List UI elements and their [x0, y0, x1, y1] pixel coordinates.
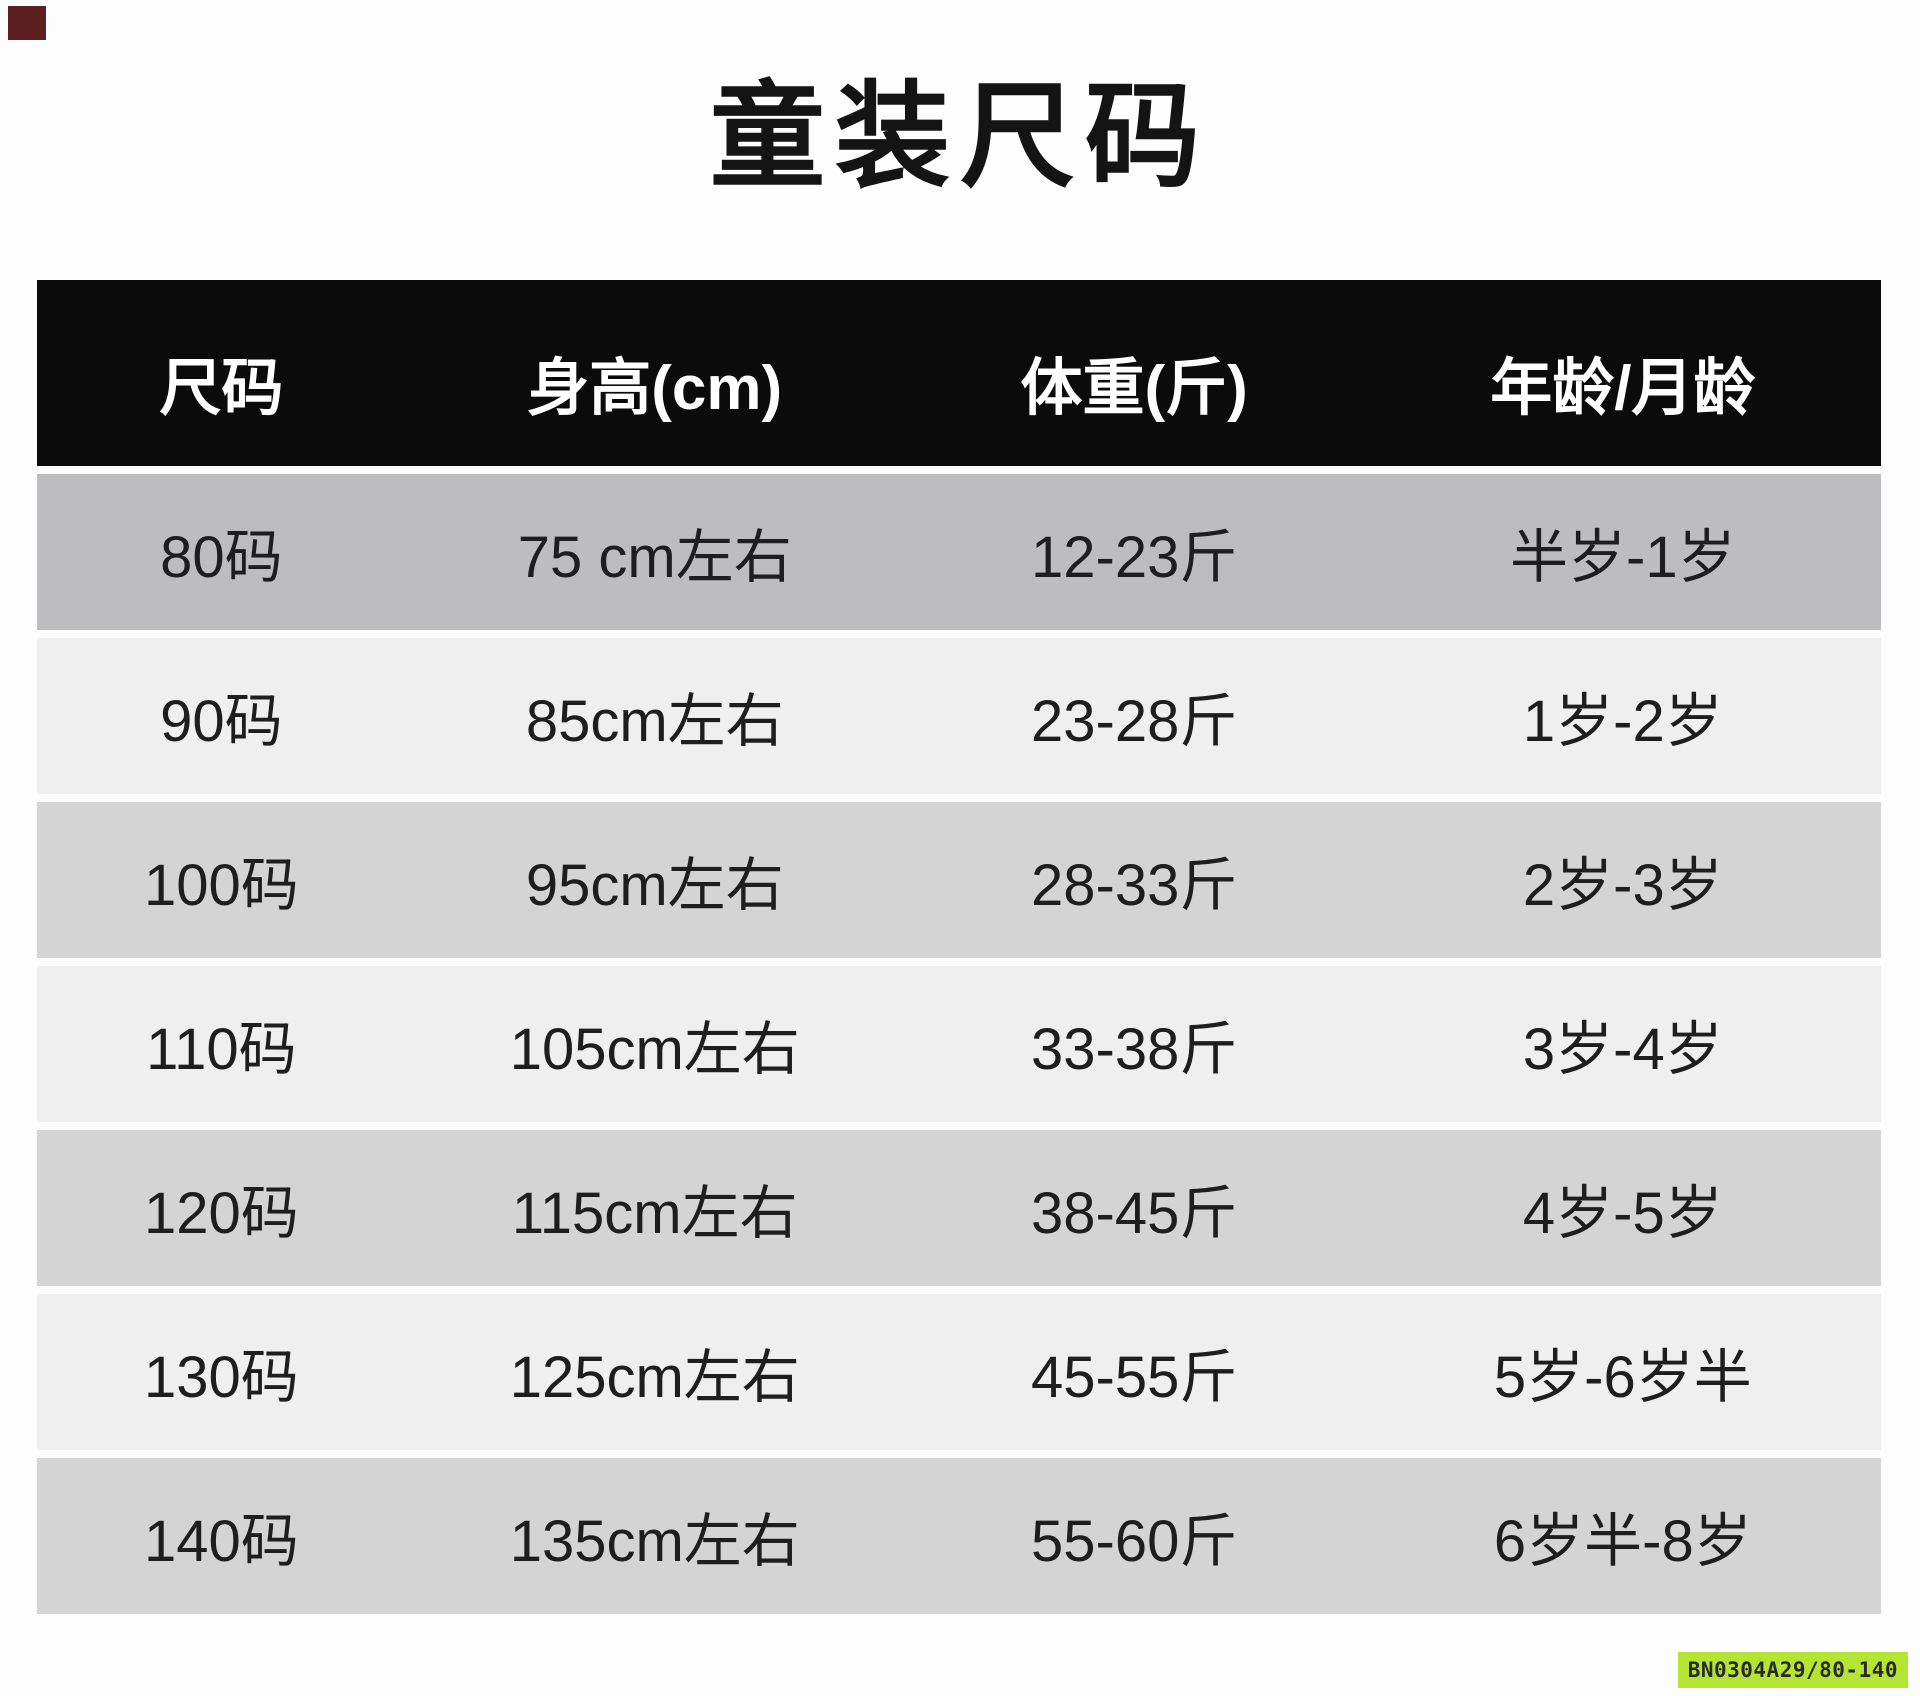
cell-age: 5岁-6岁半: [1493, 1345, 1752, 1410]
cell-age: 1岁-2岁: [1522, 689, 1723, 754]
cell-weight: 23-28斤: [1031, 689, 1238, 754]
table-row: 90码 85cm左右 23-28斤 1岁-2岁: [37, 638, 1881, 794]
cell-height: 135cm左右: [509, 1509, 800, 1574]
table-row: 100码 95cm左右 28-33斤 2岁-3岁: [37, 802, 1881, 958]
table-body: 80码 75 cm左右 12-23斤 半岁-1岁 90码 85cm左右 23-28斤 1岁-2…: [37, 474, 1881, 1614]
cell-weight: 28-33斤: [1031, 853, 1238, 918]
cell-age: 半岁-1岁: [1510, 525, 1736, 590]
cell-size: 90码: [160, 689, 283, 754]
table-row: 120码 115cm左右 38-45斤 4岁-5岁: [37, 1130, 1881, 1286]
product-code-badge: BN0304A29/80-140: [1677, 1652, 1908, 1688]
cell-size: 110码: [146, 1017, 297, 1082]
cell-size: 140码: [144, 1509, 299, 1574]
cell-age: 6岁半-8岁: [1493, 1509, 1752, 1574]
size-chart-table: 尺码 身高(cm) 体重(斤) 年龄/月龄 80码 75 cm左右 12-23斤 半岁…: [37, 280, 1881, 1614]
cell-size: 100码: [144, 853, 299, 918]
table-row: 140码 135cm左右 55-60斤 6岁半-8岁: [37, 1458, 1881, 1614]
cell-height: 95cm左右: [525, 853, 784, 918]
cell-size: 120码: [144, 1181, 299, 1246]
table-row: 130码 125cm左右 45-55斤 5岁-6岁半: [37, 1294, 1881, 1450]
cell-weight: 33-38斤: [1031, 1017, 1238, 1082]
header-cell-height: 身高(cm): [527, 354, 783, 423]
cell-weight: 12-23斤: [1031, 525, 1238, 590]
header-cell-weight: 体重(斤): [1020, 354, 1248, 423]
header-cell-size: 尺码: [159, 354, 284, 423]
header-cell-age: 年龄/月龄: [1490, 354, 1756, 423]
corner-mark: [8, 6, 46, 40]
table-row: 110码 105cm左右 33-38斤 3岁-4岁: [37, 966, 1881, 1122]
cell-height: 75 cm左右: [517, 525, 792, 590]
cell-size: 80码: [160, 525, 283, 590]
table-header-row: 尺码 身高(cm) 体重(斤) 年龄/月龄: [37, 280, 1881, 466]
cell-height: 125cm左右: [509, 1345, 800, 1410]
cell-weight: 45-55斤: [1031, 1345, 1238, 1410]
cell-height: 85cm左右: [525, 689, 784, 754]
cell-age: 2岁-3岁: [1522, 853, 1723, 918]
cell-size: 130码: [144, 1345, 299, 1410]
cell-weight: 38-45斤: [1031, 1181, 1238, 1246]
table-row: 80码 75 cm左右 12-23斤 半岁-1岁: [37, 474, 1881, 630]
cell-age: 4岁-5岁: [1522, 1181, 1723, 1246]
cell-weight: 55-60斤: [1031, 1509, 1238, 1574]
cell-height: 115cm左右: [511, 1181, 798, 1246]
cell-age: 3岁-4岁: [1522, 1017, 1723, 1082]
cell-height: 105cm左右: [509, 1017, 800, 1082]
page-title: 童装尺码: [709, 73, 1210, 201]
